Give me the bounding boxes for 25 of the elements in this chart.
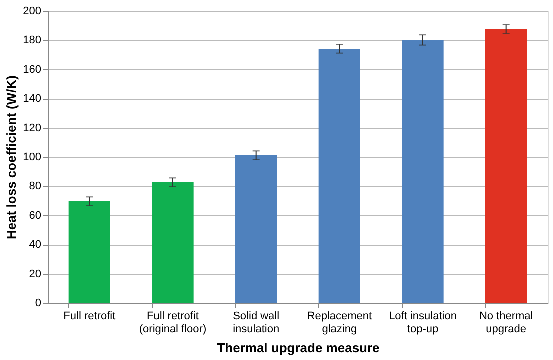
bar bbox=[402, 40, 444, 303]
bar bbox=[152, 182, 194, 303]
x-tick-label: Full retrofit bbox=[64, 310, 116, 322]
x-tick-label: No thermal upgrade bbox=[479, 310, 534, 336]
y-tick-label: 160 bbox=[23, 64, 42, 76]
y-tick-label: 20 bbox=[29, 268, 42, 280]
x-tick-label: Loft insulation top-up bbox=[389, 310, 457, 336]
bar bbox=[318, 48, 360, 303]
y-tick-label: 140 bbox=[23, 93, 42, 106]
bar bbox=[236, 156, 278, 303]
y-tick-label: 200 bbox=[23, 6, 42, 18]
x-axis-title: Thermal upgrade measure bbox=[217, 340, 380, 356]
y-tick-label: 100 bbox=[23, 152, 42, 164]
bar bbox=[68, 202, 110, 303]
y-axis-title: Heat loss coefficient (W/K) bbox=[4, 76, 20, 240]
y-tick-label: 180 bbox=[23, 34, 42, 47]
y-tick-label: 0 bbox=[35, 298, 42, 310]
x-tick-label: Solid wall insulation bbox=[233, 310, 280, 336]
y-tick-label: 40 bbox=[29, 239, 42, 252]
x-tick-label: Replacement glazing bbox=[307, 310, 372, 336]
y-tick-label: 80 bbox=[29, 180, 42, 193]
x-tick-label: Full retrofit (original floor) bbox=[139, 310, 207, 336]
bar bbox=[486, 29, 528, 303]
y-tick-label: 60 bbox=[29, 210, 42, 222]
y-tick-label: 120 bbox=[23, 122, 42, 134]
